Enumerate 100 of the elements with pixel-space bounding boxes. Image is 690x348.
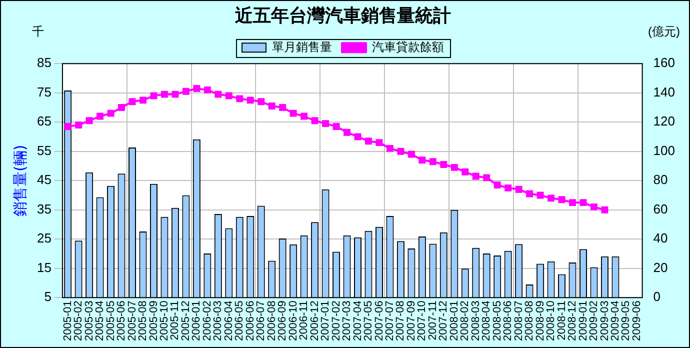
x-tick-label: 2009-06 xyxy=(630,300,643,342)
y2-tick-label: 40 xyxy=(653,230,668,246)
y2-tick-label: 120 xyxy=(653,114,676,129)
point xyxy=(429,158,436,166)
x-tick-label: 2006-03 xyxy=(212,300,224,342)
x-tick-label: 2008-05 xyxy=(491,300,504,342)
x-tick-label: 2008-02 xyxy=(459,300,472,342)
legend-label: 單月銷售量 xyxy=(272,40,332,54)
point xyxy=(279,104,286,111)
x-tick-label: 2006-09 xyxy=(276,300,289,342)
point xyxy=(558,196,566,204)
x-tick-label: 2005-08 xyxy=(137,300,150,342)
point xyxy=(376,139,383,146)
x-tick-label: 2009-03 xyxy=(598,300,611,342)
x-tick-label: 2007-03 xyxy=(341,300,354,342)
x-tick-label: 2008-06 xyxy=(502,300,514,342)
x-tick-label: 2008-09 xyxy=(534,300,546,342)
point xyxy=(86,117,93,124)
x-tick-label: 2009-04 xyxy=(609,300,622,342)
point xyxy=(118,104,125,111)
x-tick-label: 2008-04 xyxy=(480,300,493,342)
x-tick-label: 2007-12 xyxy=(438,300,450,342)
point xyxy=(418,156,426,164)
point xyxy=(397,148,404,155)
y-tick-label: 85 xyxy=(36,55,52,70)
x-tick-label: 2007-09 xyxy=(405,300,418,342)
y-tick-label: 25 xyxy=(36,230,52,246)
y-tick-label: 75 xyxy=(36,84,52,100)
point xyxy=(354,133,362,140)
point xyxy=(236,95,244,102)
point xyxy=(332,123,340,130)
point xyxy=(504,184,512,192)
point xyxy=(204,86,211,94)
x-tick-label: 2006-01 xyxy=(190,300,203,342)
x-tick-label: 2005-07 xyxy=(126,300,138,342)
x-tick-label: 2008-10 xyxy=(545,300,558,342)
y-tick-label: 15 xyxy=(36,260,52,275)
point xyxy=(494,182,501,188)
point xyxy=(515,186,522,193)
point xyxy=(225,92,232,100)
y-tick-label: 35 xyxy=(36,201,52,216)
x-tick-label: 2005-03 xyxy=(83,300,96,342)
x-tick-label: 2007-02 xyxy=(330,300,342,342)
y-tick-label: 65 xyxy=(36,114,52,129)
point xyxy=(548,194,555,202)
y2-tick-label: 20 xyxy=(653,260,668,275)
x-tick-label: 2009-05 xyxy=(620,300,632,342)
x-tick-label: 2005-02 xyxy=(72,300,85,342)
point xyxy=(107,110,114,117)
point xyxy=(386,144,394,152)
point xyxy=(580,199,587,206)
point xyxy=(344,128,350,136)
y-tick-label: 45 xyxy=(36,172,52,188)
point xyxy=(268,102,276,110)
x-tick-label: 2006-06 xyxy=(244,300,256,342)
x-tick-label: 2006-04 xyxy=(222,300,235,342)
chart-title: 近五年台灣汽車銷售量統計 xyxy=(234,5,451,26)
point xyxy=(536,192,544,199)
point xyxy=(472,172,480,180)
point xyxy=(450,164,458,171)
x-tick-label: 2008-11 xyxy=(556,300,568,340)
x-tick-label: 2009-02 xyxy=(588,300,600,342)
x-tick-label: 2008-07 xyxy=(512,300,525,342)
x-tick-label: 2009-01 xyxy=(577,300,590,342)
x-tick-label: 2006-07 xyxy=(255,300,268,342)
x-tick-label: 2006-02 xyxy=(201,300,214,342)
point xyxy=(258,98,265,106)
x-tick-label: 2005-05 xyxy=(104,300,117,342)
point xyxy=(290,110,297,117)
point xyxy=(526,190,534,198)
y2-tick-label: 140 xyxy=(653,84,676,100)
y2-tick-label: 160 xyxy=(653,55,676,70)
x-tick-label: 2005-10 xyxy=(158,300,170,342)
x-tick-label: 2006-12 xyxy=(308,300,321,342)
x-tick-label: 2007-11 xyxy=(426,300,439,340)
legend-label: 汽車貸款餘額 xyxy=(372,40,444,54)
x-tick-label: 2006-05 xyxy=(234,300,246,342)
point xyxy=(311,117,318,124)
point xyxy=(172,90,179,98)
x-tick-label: 2005-11 xyxy=(169,300,182,340)
y2-tick-label: 0 xyxy=(653,289,661,304)
x-tick-label: 2007-04 xyxy=(352,300,364,342)
point xyxy=(408,150,415,158)
point xyxy=(64,123,72,130)
x-tick-label: 2007-08 xyxy=(394,300,407,342)
point xyxy=(128,98,136,106)
x-tick-label: 2008-12 xyxy=(566,300,579,342)
point xyxy=(160,90,168,98)
point xyxy=(483,174,490,182)
point xyxy=(246,96,254,104)
x-tick-label: 2006-10 xyxy=(287,300,300,342)
point xyxy=(193,84,200,92)
x-tick-label: 2007-10 xyxy=(416,300,428,342)
x-tick-label: 2007-01 xyxy=(320,300,332,342)
y-axis-title: 銷售量(輛) xyxy=(10,144,29,216)
text: 千 xyxy=(32,24,44,38)
x-tick-label: 2005-04 xyxy=(94,300,106,342)
point xyxy=(440,161,448,168)
point xyxy=(322,120,330,128)
y2-tick-label: 100 xyxy=(653,142,676,158)
